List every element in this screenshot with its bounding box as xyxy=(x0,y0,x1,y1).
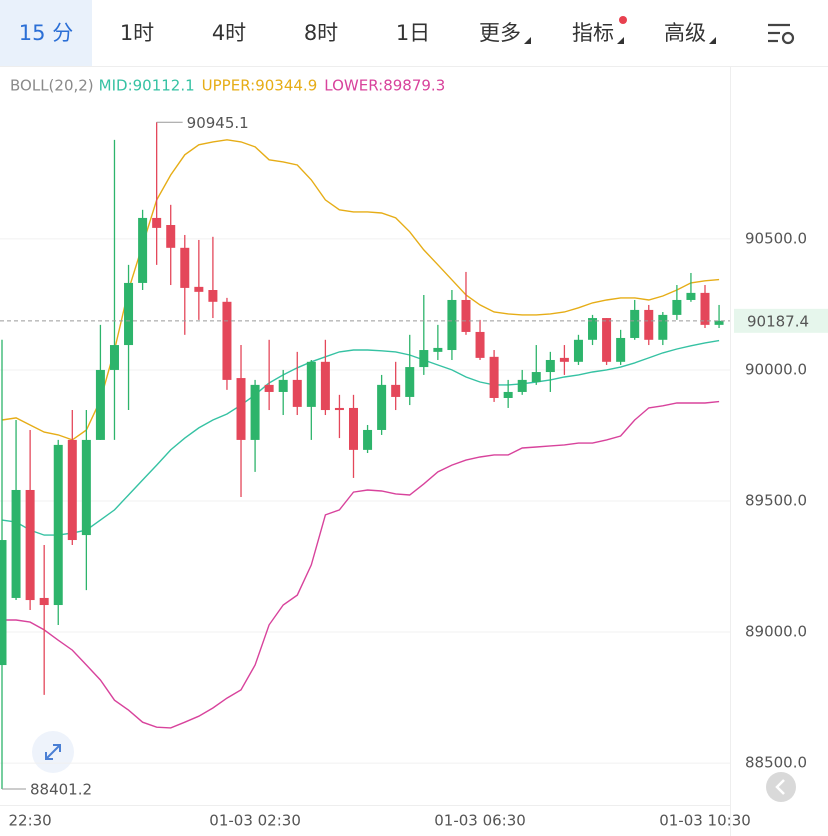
candle-body xyxy=(531,372,541,382)
tab[interactable]: 8时 xyxy=(304,21,338,45)
expand-button[interactable] xyxy=(32,731,74,773)
candle-body xyxy=(503,391,513,398)
candle-body xyxy=(109,345,119,370)
boll-line xyxy=(1,139,720,441)
candle-body xyxy=(95,369,105,440)
dropdown-arrow xyxy=(524,37,531,44)
candle-body xyxy=(208,290,218,302)
x-tick-label: 22:30 xyxy=(9,812,52,830)
candle-body xyxy=(194,286,204,292)
candle-body xyxy=(320,361,330,411)
tab[interactable]: 1时 xyxy=(120,21,154,45)
tab[interactable]: 高级 xyxy=(664,21,706,45)
candle-body xyxy=(489,356,499,398)
candle-body xyxy=(686,292,696,300)
candle-body xyxy=(573,339,583,362)
candle-body xyxy=(714,320,724,325)
max-label: 90945.1 xyxy=(187,114,249,132)
candle-body xyxy=(517,379,527,392)
tab[interactable]: 1日 xyxy=(396,21,430,45)
y-tick-label: 88500.0 xyxy=(745,754,807,772)
y-tick-label: 90500.0 xyxy=(745,229,807,247)
candle-body xyxy=(138,217,148,283)
candle-body xyxy=(658,314,668,340)
legend-entry: LOWER:89879.3 xyxy=(324,77,445,95)
candle-body xyxy=(475,331,485,358)
candle-body xyxy=(433,347,443,352)
candle-body xyxy=(67,439,77,541)
boll-line xyxy=(1,339,720,536)
x-tick-label: 01-03 02:30 xyxy=(209,812,301,830)
tab[interactable]: 指标 xyxy=(572,21,614,45)
current-price-label: 90187.4 xyxy=(747,312,809,330)
min-label: 88401.2 xyxy=(30,780,92,798)
plot-area xyxy=(0,122,730,789)
candle-body xyxy=(53,444,63,606)
y-tick-label: 89500.0 xyxy=(745,491,807,509)
candle-body xyxy=(559,357,569,362)
candle-body xyxy=(616,337,626,362)
candle-body xyxy=(349,407,358,450)
tab[interactable]: 4时 xyxy=(212,21,246,45)
candle-body xyxy=(124,282,134,346)
active-tab-bg xyxy=(0,0,92,66)
x-tick-label: 01-03 10:30 xyxy=(659,812,751,830)
dropdown-arrow xyxy=(617,37,624,44)
settings-icon[interactable] xyxy=(768,23,795,45)
boll-line xyxy=(2,400,720,729)
candle-body xyxy=(0,540,7,666)
candle-body xyxy=(250,384,260,440)
current-price-tag xyxy=(734,308,828,333)
reset-button[interactable] xyxy=(766,772,796,802)
tab[interactable]: 15 分 xyxy=(19,21,73,45)
candle-body xyxy=(180,247,190,288)
candle-body xyxy=(334,407,344,411)
indicator-label: BOLL(20,2) xyxy=(10,77,94,95)
candle-body xyxy=(391,384,401,397)
candle-body xyxy=(405,367,415,397)
legend-entry: UPPER:90344.9 xyxy=(202,77,318,95)
candle-body xyxy=(588,318,598,340)
legend-entry: MID:90112.1 xyxy=(99,77,195,95)
candle-body xyxy=(25,489,35,601)
candle-body xyxy=(152,217,162,228)
x-tick-label: 01-03 06:30 xyxy=(434,812,526,830)
candle-body xyxy=(81,439,91,536)
candle-body xyxy=(700,292,710,325)
candle-body xyxy=(264,384,274,392)
dropdown-arrow xyxy=(709,37,716,44)
candle-body xyxy=(236,378,246,440)
candle-body xyxy=(166,225,176,248)
candle-body xyxy=(377,384,387,430)
candle-body xyxy=(306,361,316,407)
candle-body xyxy=(278,379,288,392)
notice-dot xyxy=(619,16,627,24)
candle-body xyxy=(292,379,302,407)
candle-body xyxy=(363,429,373,450)
candle-body xyxy=(461,299,471,332)
candle-body xyxy=(222,301,232,380)
candle-body xyxy=(644,309,654,340)
candle-body xyxy=(630,309,640,338)
tab[interactable]: 更多 xyxy=(479,21,521,45)
y-tick-label: 90000.0 xyxy=(745,360,807,378)
candle-body xyxy=(419,350,429,368)
candle-body xyxy=(672,299,682,315)
candle-body xyxy=(39,597,49,606)
candle-body xyxy=(11,489,21,598)
candle-body xyxy=(545,359,555,373)
candle-body xyxy=(602,318,612,362)
candle-body xyxy=(447,299,457,351)
y-tick-label: 89000.0 xyxy=(745,623,807,641)
